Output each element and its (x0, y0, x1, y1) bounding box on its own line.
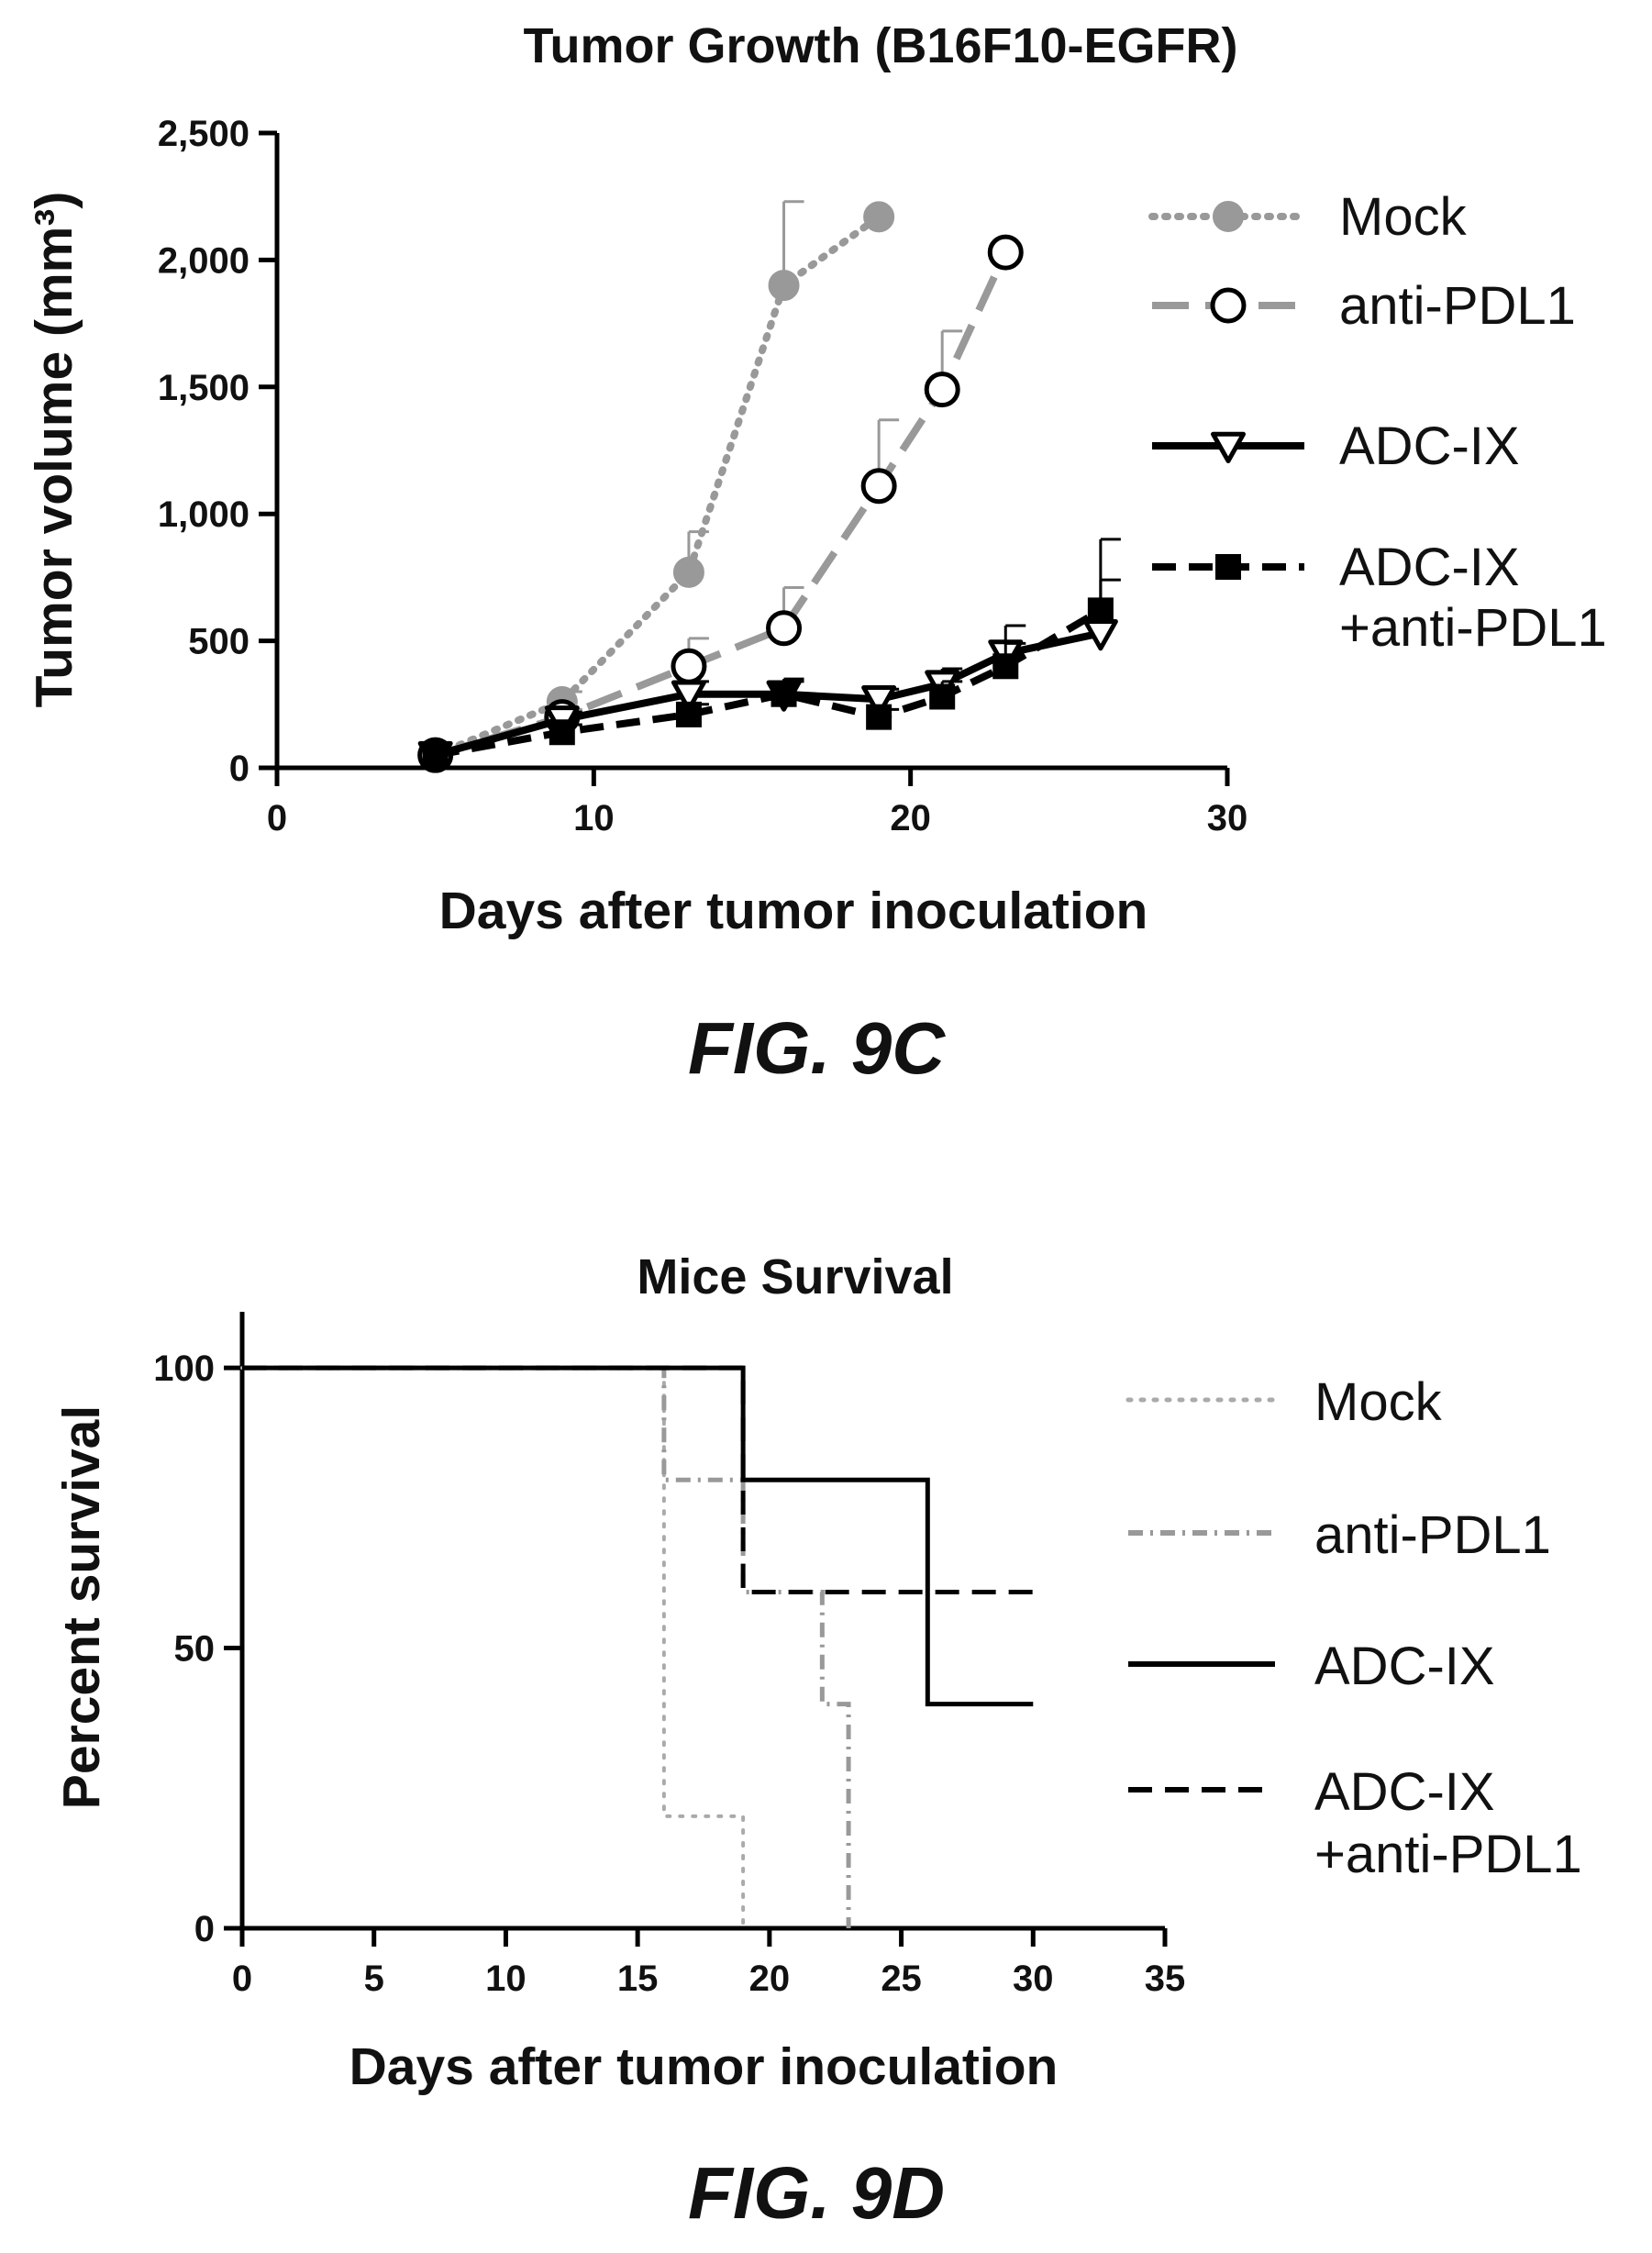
figure-label: FIG. 9C (688, 1007, 946, 1089)
x-axis-label: Days after tumor inoculation (349, 2037, 1059, 2096)
data-point (672, 556, 704, 588)
x-tick-label: 25 (881, 1959, 922, 1999)
x-tick-label: 10 (573, 798, 615, 838)
figure-label: FIG. 9D (688, 2152, 945, 2234)
legend-label: anti-PDL1 (1339, 276, 1576, 336)
data-point (1087, 597, 1114, 624)
y-tick-label: 100 (153, 1348, 215, 1389)
survival-curve-2 (242, 1365, 1034, 1707)
y-tick-label: 2,000 (158, 240, 249, 281)
data-point (675, 701, 702, 727)
data-point (929, 683, 956, 710)
series-3 (422, 538, 1121, 769)
data-point (924, 372, 960, 408)
data-point (863, 201, 895, 233)
x-tick-label: 5 (364, 1959, 384, 1999)
legend-label: ADC-IX (1339, 416, 1520, 476)
data-point (987, 234, 1024, 271)
series-line (434, 606, 1103, 760)
legend-marker (1213, 201, 1244, 232)
y-tick-label: 1,500 (158, 368, 249, 408)
legend-label: ADC-IX (1314, 1637, 1495, 1696)
x-tick-label: 0 (267, 798, 287, 838)
legend-label: ADC-IX +anti-PDL1 (1314, 1762, 1582, 1884)
x-tick-label: 10 (485, 1959, 527, 1999)
x-axis-label: Days after tumor inoculation (439, 882, 1148, 940)
x-tick-label: 15 (617, 1959, 659, 1999)
y-tick-label: 0 (229, 749, 249, 789)
data-point (422, 742, 449, 769)
data-point (549, 719, 575, 746)
data-point (992, 653, 1019, 680)
legend-label: ADC-IX +anti-PDL1 (1339, 538, 1607, 658)
y-tick-label: 2,500 (158, 114, 249, 154)
data-point (671, 680, 706, 712)
chart-title: Mice Survival (637, 1249, 953, 1304)
data-point (766, 610, 803, 647)
legend-marker (1211, 431, 1246, 463)
x-tick-label: 20 (890, 798, 931, 838)
legend-marker (1215, 554, 1241, 580)
data-point (861, 685, 897, 717)
x-tick-label: 35 (1145, 1959, 1186, 1999)
x-tick-label: 0 (232, 1959, 252, 1999)
data-point (860, 468, 897, 505)
x-tick-label: 20 (749, 1959, 791, 1999)
y-tick-label: 1,000 (158, 494, 249, 535)
y-axis-label: Percent survival (52, 1405, 111, 1809)
data-point (866, 704, 893, 730)
legend-label: anti-PDL1 (1314, 1505, 1551, 1565)
tumor-growth-chart: Tumor Growth (B16F10-EGFR) 0 500 1,000 1,500… (25, 18, 1607, 1089)
x-tick-label: 30 (1207, 798, 1248, 838)
survival-curve-1 (242, 1365, 851, 1928)
survival-curve-0 (240, 1366, 746, 1930)
legend-label: Mock (1314, 1372, 1443, 1432)
x-tick-label: 30 (1013, 1959, 1054, 1999)
data-point (768, 270, 800, 302)
legend-label: Mock (1339, 187, 1468, 247)
y-tick-label: 0 (194, 1909, 215, 1949)
y-tick-label: 50 (174, 1629, 216, 1670)
legend-marker (1210, 287, 1247, 324)
data-point (771, 681, 797, 707)
y-axis-label: Tumor volume (mm³) (25, 192, 83, 708)
chart-title: Tumor Growth (B16F10-EGFR) (523, 18, 1237, 73)
y-tick-label: 500 (188, 622, 249, 662)
